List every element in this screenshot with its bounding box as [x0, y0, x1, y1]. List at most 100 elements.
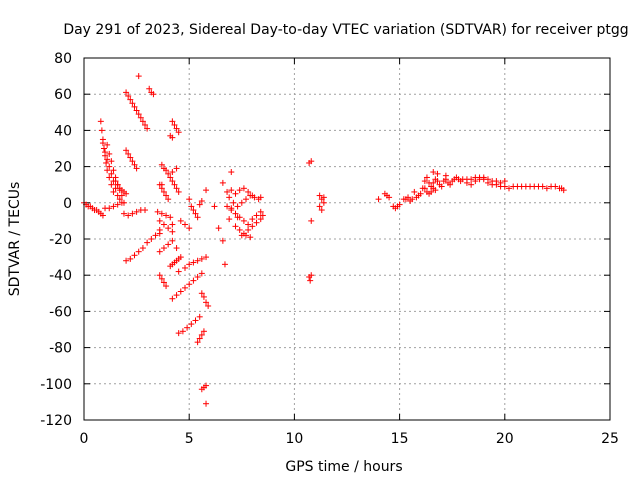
- data-point: [131, 161, 138, 168]
- data-point: [188, 203, 195, 210]
- x-tick-label: 10: [285, 431, 303, 447]
- data-point: [249, 216, 256, 223]
- data-point: [114, 181, 121, 188]
- data-point: [186, 196, 193, 203]
- x-tick-label: 5: [185, 431, 194, 447]
- data-point: [226, 216, 233, 223]
- data-point: [181, 221, 188, 228]
- data-point: [158, 161, 165, 168]
- data-point: [104, 167, 111, 174]
- data-point: [552, 183, 559, 190]
- data-point: [543, 185, 550, 192]
- data-point: [108, 181, 115, 188]
- data-point: [173, 125, 180, 132]
- data-point: [203, 254, 210, 261]
- data-point: [133, 208, 140, 215]
- data-point: [190, 277, 197, 284]
- data-point: [160, 245, 167, 252]
- data-point: [142, 121, 149, 128]
- data-point: [257, 194, 264, 201]
- data-point: [184, 324, 191, 331]
- data-point: [203, 382, 210, 389]
- data-point: [320, 199, 327, 206]
- data-point: [123, 147, 130, 154]
- data-point: [219, 179, 226, 186]
- data-point: [198, 255, 205, 262]
- data-point: [196, 313, 203, 320]
- data-point: [116, 196, 123, 203]
- data-point: [257, 208, 264, 215]
- data-point: [192, 210, 199, 217]
- data-point: [428, 188, 435, 195]
- data-point: [421, 185, 428, 192]
- data-point: [108, 158, 115, 165]
- data-point: [114, 201, 121, 208]
- data-point: [165, 225, 172, 232]
- data-point: [167, 214, 174, 221]
- data-point: [186, 225, 193, 232]
- data-point: [190, 259, 197, 266]
- data-point: [171, 181, 178, 188]
- data-point: [259, 212, 266, 219]
- data-point: [307, 277, 314, 284]
- data-point: [169, 237, 176, 244]
- data-point: [480, 174, 487, 181]
- data-point: [135, 248, 142, 255]
- data-point: [150, 91, 157, 98]
- data-point: [205, 302, 212, 309]
- data-point: [318, 207, 325, 214]
- data-point: [228, 169, 235, 176]
- data-point: [232, 190, 239, 197]
- data-point: [125, 150, 132, 157]
- data-point: [200, 293, 207, 300]
- data-point: [99, 140, 106, 147]
- data-point: [196, 335, 203, 342]
- data-point: [144, 239, 151, 246]
- data-point: [316, 203, 323, 210]
- data-point: [405, 194, 412, 201]
- data-point: [127, 96, 134, 103]
- data-point: [156, 217, 163, 224]
- data-point: [146, 85, 153, 92]
- data-point: [320, 194, 327, 201]
- data-point: [165, 196, 172, 203]
- data-points: [81, 73, 567, 407]
- data-point: [308, 272, 315, 279]
- data-point: [125, 93, 132, 100]
- data-point: [506, 185, 513, 192]
- y-axis-label: SDTVAR / TECUs: [7, 182, 23, 297]
- data-point: [129, 158, 136, 165]
- data-point: [175, 129, 182, 136]
- data-point: [430, 169, 437, 176]
- data-point: [160, 188, 167, 195]
- chart-title: Day 291 of 2023, Sidereal Day-to-day VTE…: [63, 22, 628, 38]
- y-tick-label: 80: [54, 51, 72, 67]
- x-tick-label: 20: [496, 431, 514, 447]
- data-point: [421, 178, 428, 185]
- data-point: [169, 221, 176, 228]
- data-point: [211, 203, 218, 210]
- data-point: [240, 185, 247, 192]
- plot-frame: [83, 57, 611, 421]
- data-point: [133, 165, 140, 172]
- data-point: [411, 188, 418, 195]
- data-point: [179, 328, 186, 335]
- data-point: [232, 210, 239, 217]
- data-point: [539, 183, 546, 190]
- data-point: [123, 190, 130, 197]
- data-point: [245, 188, 252, 195]
- data-point: [135, 111, 142, 118]
- y-tick-label: -60: [49, 304, 72, 320]
- data-point: [131, 103, 138, 110]
- data-point: [438, 183, 445, 190]
- data-point: [409, 196, 416, 203]
- grid-lines: [84, 58, 610, 420]
- data-point: [112, 178, 119, 185]
- data-point: [236, 226, 243, 233]
- data-point: [163, 212, 170, 219]
- data-point: [139, 118, 146, 125]
- data-point: [245, 221, 252, 228]
- data-point: [169, 134, 176, 141]
- data-point: [156, 272, 163, 279]
- data-point: [238, 199, 245, 206]
